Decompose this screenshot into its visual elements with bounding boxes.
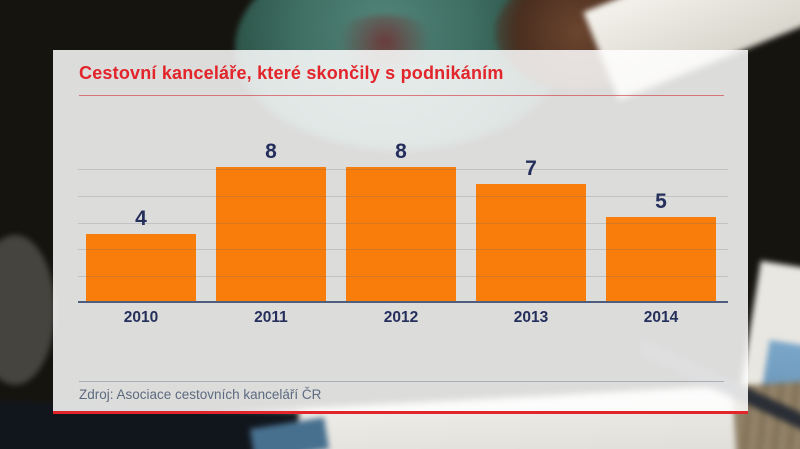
bar-group: 8 (346, 140, 456, 301)
source-divider (79, 381, 724, 382)
gridline (78, 195, 728, 197)
source-text: Zdroj: Asociace cestovních kanceláří ČR (79, 387, 322, 402)
bar-area: 4 8 8 7 5 (86, 138, 716, 301)
bar (346, 167, 456, 301)
bar-value-label: 8 (265, 140, 277, 163)
gridline (78, 276, 728, 278)
year-label: 2012 (383, 309, 419, 326)
title-underline (79, 95, 724, 96)
bar-group: 8 (216, 140, 326, 301)
bar (216, 167, 326, 301)
panel-bottom-accent-bar (53, 411, 748, 414)
year-label: 2011 (254, 309, 288, 326)
bar-value-label: 7 (525, 156, 537, 180)
gridline (78, 249, 728, 251)
x-axis-labels: 2010 2011 2012 2013 2014 (86, 309, 716, 327)
bar-value-label: 8 (395, 140, 407, 163)
bar (86, 234, 196, 301)
year-label: 2014 (643, 309, 679, 326)
year-label: 2010 (123, 309, 159, 326)
year-label: 2013 (513, 309, 549, 326)
x-axis-line (78, 301, 728, 303)
chart-panel: Cestovní kanceláře, které skončily s pod… (53, 50, 748, 414)
bar-value-label: 5 (655, 190, 667, 214)
bar-group: 5 (606, 190, 716, 301)
gridline-layer (78, 169, 728, 303)
bar (476, 183, 586, 301)
bar-value-label: 4 (135, 207, 147, 230)
chart-title: Cestovní kanceláře, které skončily s pod… (79, 63, 504, 83)
bar-group: 7 (476, 157, 586, 301)
bar (606, 217, 716, 301)
background-highlight-left (0, 235, 55, 385)
gridline (78, 222, 728, 224)
gridline (78, 169, 728, 170)
bar-group: 4 (86, 207, 196, 301)
